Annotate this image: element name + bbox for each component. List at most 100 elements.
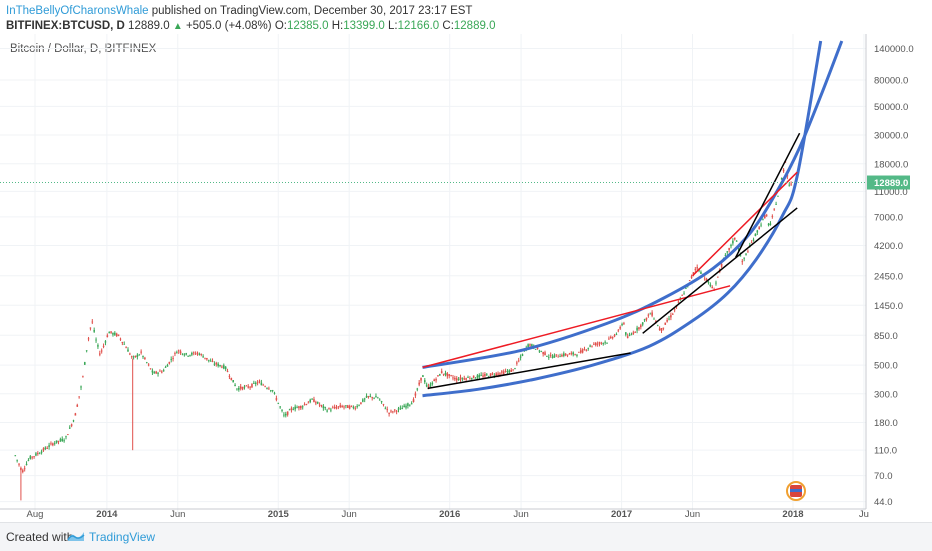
candle: [281, 409, 283, 413]
author-link[interactable]: InTheBellyOfCharonsWhale: [6, 5, 149, 17]
publish-line: InTheBellyOfCharonsWhale published on Tr…: [6, 5, 472, 17]
candle: [228, 374, 231, 380]
candle: [247, 384, 250, 389]
candle: [743, 257, 745, 262]
candle: [765, 213, 768, 217]
candle: [328, 407, 330, 410]
candle: [732, 238, 734, 246]
y-tick-label: 44.0: [874, 497, 893, 508]
candle: [602, 342, 605, 346]
candle: [540, 350, 543, 353]
candle: [544, 350, 546, 356]
candle: [72, 419, 75, 423]
x-tick-label: 2014: [96, 509, 118, 520]
candle: [313, 396, 315, 403]
candle: [31, 456, 33, 460]
candle: [121, 341, 124, 346]
candle: [420, 377, 422, 384]
candle: [367, 395, 370, 399]
candle: [337, 406, 340, 410]
candle: [382, 403, 385, 407]
black-trendline[interactable]: [642, 207, 798, 334]
candle: [703, 276, 706, 281]
candle: [564, 352, 567, 357]
candle: [275, 395, 278, 402]
candle: [264, 385, 266, 388]
red-trendline[interactable]: [691, 171, 798, 277]
candle: [433, 378, 435, 382]
candle: [677, 300, 680, 304]
candle: [106, 333, 109, 338]
candle: [758, 225, 760, 230]
candle: [348, 404, 351, 410]
candle: [93, 327, 95, 333]
candle: [343, 405, 345, 410]
candle: [219, 364, 221, 368]
candle: [352, 405, 355, 410]
candle: [318, 402, 321, 408]
candle: [166, 363, 169, 367]
price-chart[interactable]: Bitcoin / Dollar, D, BITFINEX 220000.014…: [0, 19, 932, 524]
y-tick-label: 2450.0: [874, 271, 903, 282]
candle: [472, 375, 475, 379]
tradingview-brand-link[interactable]: TradingView: [89, 530, 156, 544]
x-tick-label: Aug: [27, 509, 44, 520]
tradingview-logo-icon[interactable]: [67, 529, 85, 543]
candle: [478, 373, 481, 380]
candle: [33, 456, 35, 459]
candle: [78, 396, 80, 399]
candle: [38, 452, 41, 455]
candle: [561, 353, 563, 358]
candle: [514, 367, 516, 370]
candle: [688, 280, 691, 282]
black-trendline[interactable]: [735, 132, 801, 258]
candle: [557, 354, 559, 358]
candle: [480, 372, 482, 377]
candle: [775, 201, 777, 205]
candle: [401, 405, 404, 410]
chart-area[interactable]: Bitcoin / Dollar, D, BITFINEX 220000.014…: [0, 19, 932, 524]
candle: [37, 451, 39, 456]
y-tick-label: 180.0: [874, 418, 898, 429]
candle: [108, 331, 111, 334]
candle: [626, 333, 629, 339]
candle: [222, 363, 225, 370]
lower-arc-line[interactable]: [422, 40, 823, 398]
candle: [345, 405, 347, 409]
candle: [181, 353, 184, 356]
candle: [301, 405, 304, 410]
candle: [80, 385, 82, 391]
candle: [59, 437, 62, 443]
black-trendline[interactable]: [427, 352, 631, 390]
candle: [29, 454, 32, 460]
upper-arc-line[interactable]: [422, 40, 844, 369]
candle: [326, 408, 328, 413]
candle: [230, 377, 233, 381]
candle: [600, 341, 603, 345]
candle: [316, 401, 319, 405]
candle: [574, 353, 576, 356]
candle: [268, 386, 270, 390]
red-trendline[interactable]: [422, 285, 731, 369]
footer: Created with TradingView: [0, 522, 932, 551]
candle: [183, 353, 186, 357]
candle: [450, 374, 452, 377]
candle: [46, 446, 49, 450]
candle: [42, 447, 45, 452]
candle: [690, 274, 693, 279]
tradingview-badge[interactable]: [786, 481, 806, 501]
candle: [292, 407, 295, 411]
candle: [476, 373, 479, 380]
candle: [273, 391, 276, 395]
candle: [724, 253, 727, 257]
last-price-badge: [867, 175, 910, 190]
candle: [346, 404, 349, 408]
candle: [44, 446, 47, 451]
candle: [40, 449, 43, 455]
candle: [589, 344, 591, 348]
candle: [262, 383, 265, 386]
candle: [596, 341, 599, 347]
candle: [266, 387, 268, 390]
candle: [249, 386, 251, 390]
candle: [454, 375, 456, 382]
